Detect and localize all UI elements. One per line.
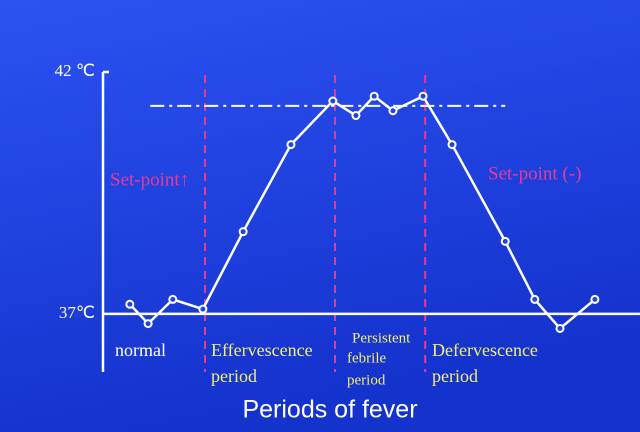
marker [125,299,135,309]
annotation: Persistent [352,330,411,346]
marker [388,106,398,116]
annotation: Set-point↑ [110,169,189,190]
marker [198,304,208,314]
marker [328,96,338,106]
line [128,94,596,331]
annotation: Defervescence [432,340,538,360]
marker [418,91,428,101]
marker [555,323,565,333]
annotation: period [211,366,257,386]
marker [143,319,153,329]
marker [351,111,361,121]
marker [530,294,540,304]
annotation: Set-point (-) [488,163,581,184]
y-tick-label: 42 ℃ [55,61,95,80]
annotation: period [432,366,478,386]
marker [500,236,510,246]
annotation: Effervescence [211,340,313,360]
marker [447,140,457,150]
marker [590,294,600,304]
y-tick-label: 37℃ [59,303,95,322]
chart-title: Periods of fever [242,396,417,424]
marker [286,140,296,150]
annotation: normal [115,340,166,360]
annotation: period [347,372,386,388]
marker [168,294,178,304]
marker [238,227,248,237]
annotation: febrile [347,350,386,366]
marker [369,91,379,101]
